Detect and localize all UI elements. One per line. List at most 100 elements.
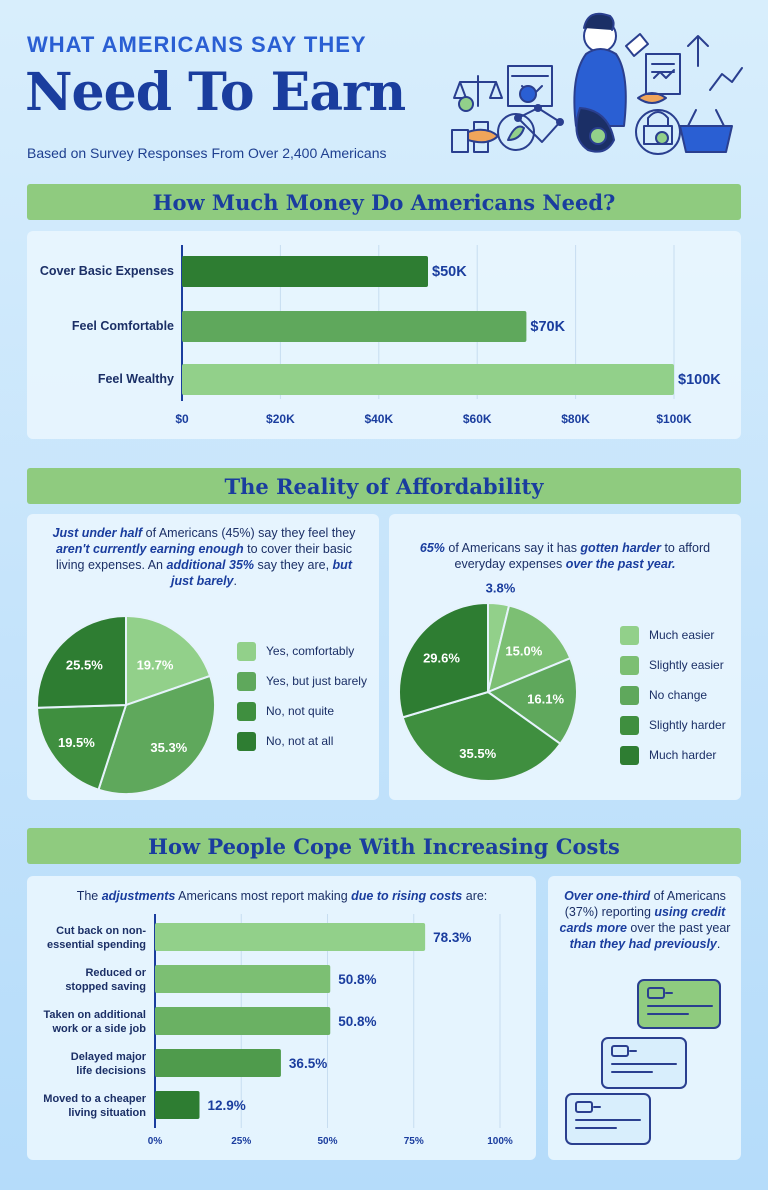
legend-label: Yes, but just barely [266, 674, 367, 688]
x-tick-label: 75% [404, 1136, 424, 1147]
money-needed-bar-chart: $0 $20K $40K $60K $80K $100K Cover Basic Expen… [40, 245, 721, 426]
shopping-illustration [451, 12, 743, 155]
x-tick-label: $100K [656, 412, 692, 426]
x-tick-label: $20K [266, 412, 295, 426]
category-label: Cover Basic Expenses [40, 264, 174, 278]
legend-label: Slightly easier [649, 658, 724, 672]
money-needed-panel: $0 $20K $40K $60K $80K $100K Cover Basic Expen… [27, 231, 741, 439]
bar [182, 311, 527, 342]
credit-card-icon [565, 1093, 651, 1145]
x-tick-label: 0% [148, 1136, 163, 1147]
x-tick-label: $60K [463, 412, 492, 426]
legend-label: Yes, comfortably [266, 644, 355, 658]
pie-slice [97, 674, 216, 795]
bar [182, 256, 428, 287]
legend-item: Slightly easier [620, 650, 726, 680]
section-title-money: How Much Money Do Americans Need? [27, 184, 741, 220]
legend-label: Much easier [649, 628, 715, 642]
x-tick-label: $40K [364, 412, 393, 426]
legend-item: No, not quite [237, 696, 367, 726]
legend-label: Much harder [649, 748, 717, 762]
pie-slice [401, 690, 562, 782]
bar [155, 1049, 281, 1077]
value-label: $100K [678, 372, 721, 388]
affordability-change-legend: Much easier Slightly easier No change Sligh… [620, 620, 726, 770]
legend-swatch [620, 655, 639, 675]
value-label: 50.8% [338, 1014, 376, 1029]
value-label: $50K [432, 264, 467, 280]
slice-value-label: 16.1% [527, 692, 564, 707]
legend-label: Slightly harder [649, 718, 726, 732]
pie-slice [486, 604, 572, 694]
value-label: 50.8% [338, 972, 376, 987]
legend-label: No change [649, 688, 708, 702]
category-label: Delayed major life decisions [71, 1051, 147, 1077]
affordability-change-pie-chart: 3.8% 15.0% 16.1% 35.5% 29.6% [398, 581, 578, 782]
earning-enough-caption: Just under half of Americans (45%) say t… [52, 526, 356, 588]
legend-item: Much easier [620, 620, 726, 650]
slice-value-label: 29.6% [423, 650, 460, 665]
value-label: 36.5% [289, 1056, 327, 1071]
affordability-change-caption: 65% of Americans say it has gotten harde… [419, 541, 711, 571]
adjustments-bar-chart: 0% 25% 50% 75% 100% Cut back on non-essential… [43, 914, 513, 1147]
category-label: Reduced or stopped saving [65, 967, 146, 993]
category-label: Moved to a cheaper living situation [43, 1093, 146, 1119]
slice-value-label: 19.5% [58, 735, 95, 750]
x-tick-label: 25% [231, 1136, 251, 1147]
credit-card-icon [637, 979, 721, 1029]
legend-item: No change [620, 680, 726, 710]
value-label: $70K [530, 319, 565, 335]
legend-swatch [620, 625, 639, 645]
section-title-affordability: The Reality of Affordability [27, 468, 741, 504]
page-title: Need To Earn [25, 62, 406, 123]
pie-slice [36, 703, 128, 791]
bar [155, 1007, 331, 1035]
slice-value-label: 35.5% [459, 746, 496, 761]
value-label: 12.9% [208, 1098, 246, 1113]
page-subtitle: Based on Survey Responses From Over 2,40… [27, 145, 387, 161]
credit-cards-caption: Over one-third of Americans (37%) report… [559, 889, 731, 951]
earning-enough-pie-chart: 19.7% 35.3% 19.5% 25.5% [36, 614, 216, 795]
legend-swatch [237, 671, 256, 691]
slice-value-label: 19.7% [137, 657, 174, 672]
bar [155, 1091, 200, 1119]
legend-swatch [620, 715, 639, 735]
legend-swatch [237, 731, 256, 751]
value-label: 78.3% [433, 930, 471, 945]
credit-card-icon [601, 1037, 687, 1089]
category-label: Taken on additional work or a side job [44, 1009, 147, 1035]
legend-swatch [237, 641, 256, 661]
bar [155, 965, 331, 993]
pie-slice [398, 601, 489, 719]
header-kicker: WHAT AMERICANS SAY THEY [27, 32, 367, 57]
slice-value-label: 35.3% [150, 740, 187, 755]
legend-swatch [237, 701, 256, 721]
legend-swatch [620, 745, 639, 765]
legend-label: No, not quite [266, 704, 335, 718]
bar [155, 923, 426, 951]
legend-item: Slightly harder [620, 710, 726, 740]
slice-value-label: 3.8% [486, 581, 516, 596]
pie-slice [485, 656, 578, 746]
bar [182, 364, 674, 395]
x-tick-label: $80K [561, 412, 590, 426]
legend-item: Yes, but just barely [237, 666, 367, 696]
earning-enough-legend: Yes, comfortably Yes, but just barely No, … [237, 636, 367, 756]
x-tick-label: 50% [317, 1136, 337, 1147]
x-tick-label: 100% [487, 1136, 513, 1147]
x-tick-label: $0 [175, 412, 189, 426]
category-label: Feel Comfortable [72, 319, 174, 333]
legend-item: No, not at all [237, 726, 367, 756]
legend-swatch [620, 685, 639, 705]
slice-value-label: 25.5% [66, 658, 103, 673]
slice-value-label: 15.0% [505, 643, 542, 658]
pie-slice [36, 614, 127, 709]
category-label: Cut back on non-essential spending [47, 925, 146, 951]
legend-item: Yes, comfortably [237, 636, 367, 666]
category-label: Feel Wealthy [98, 372, 174, 386]
legend-item: Much harder [620, 740, 726, 770]
section-title-cope: How People Cope With Increasing Costs [27, 828, 741, 864]
credit-cards-illustration [565, 979, 721, 1145]
adjustments-caption: The adjustments Americans most report ma… [76, 889, 488, 903]
legend-label: No, not at all [266, 734, 334, 748]
